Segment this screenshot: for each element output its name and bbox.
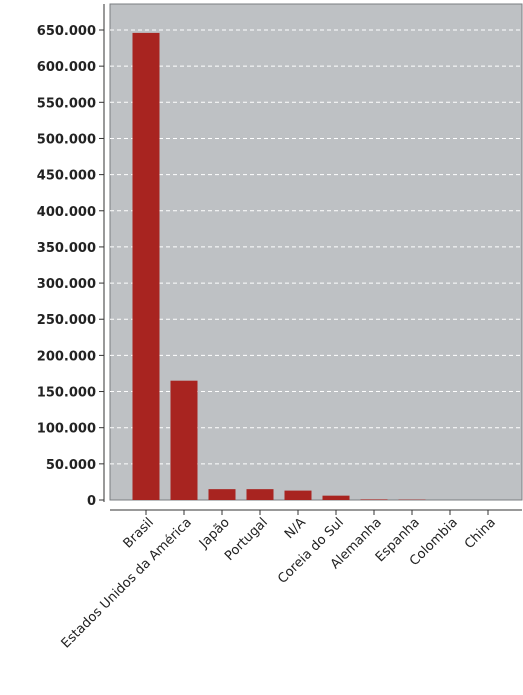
y-tick-label: 500.000 [37, 132, 96, 147]
y-tick-label: 450.000 [37, 169, 96, 184]
y-tick-label: 0 [87, 494, 96, 509]
x-tick-label: Brasil [121, 515, 157, 551]
y-tick-label: 150.000 [37, 386, 96, 401]
bars [132, 32, 426, 501]
bar [208, 489, 236, 500]
y-tick-label: 400.000 [37, 205, 96, 220]
x-tick-label: Japão [196, 515, 233, 552]
x-tick-label: N/A [282, 515, 309, 542]
bar [132, 32, 160, 501]
x-tick-label: Coreia do Sul [275, 515, 347, 587]
y-tick-label: 650.000 [37, 24, 96, 39]
y-tick-label: 600.000 [37, 60, 96, 75]
y-tick-label: 50.000 [46, 458, 96, 473]
grid-lines [110, 29, 522, 465]
bar [284, 490, 312, 500]
bar [322, 495, 350, 500]
y-axis-ticks: 0 50.000 100.000 150.000 200.000 250.000 300.0… [37, 24, 104, 509]
y-tick-label: 350.000 [37, 241, 96, 256]
y-tick-label: 300.000 [37, 277, 96, 292]
bar [246, 489, 274, 500]
bar [170, 380, 198, 500]
bar [360, 499, 388, 500]
y-tick-label: 200.000 [37, 349, 96, 364]
y-tick-label: 550.000 [37, 96, 96, 111]
x-tick-label: China [462, 515, 499, 552]
y-tick-label: 250.000 [37, 313, 96, 328]
y-tick-label: 100.000 [37, 422, 96, 437]
